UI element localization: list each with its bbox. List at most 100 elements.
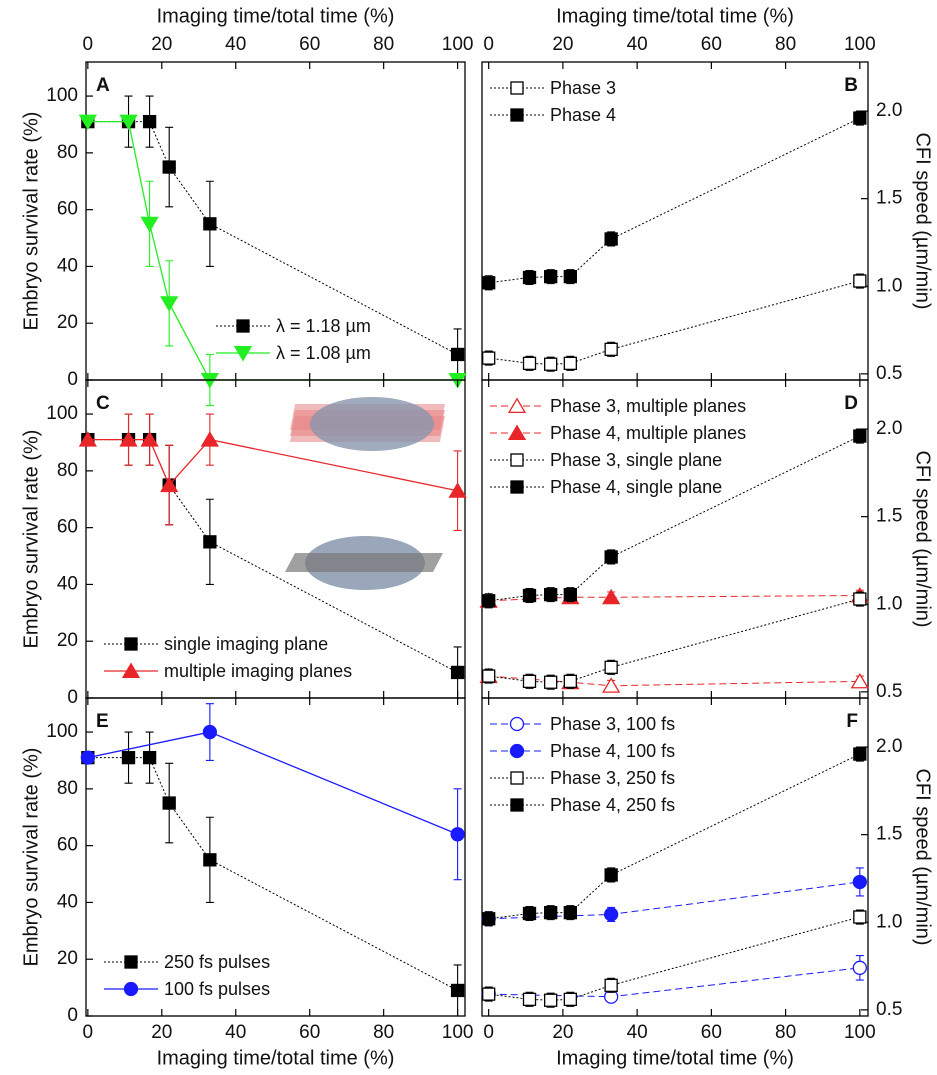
y-tick-label: 0.5 [876, 681, 902, 702]
series [484, 273, 864, 372]
y-tick-label: 40 [57, 573, 78, 594]
y-tick-label: 2.0 [876, 100, 902, 121]
marker [852, 960, 867, 975]
series [484, 591, 864, 690]
legend-marker [124, 637, 138, 651]
y-tick-label: 100 [46, 403, 78, 424]
y-tick-label: 0.5 [876, 363, 902, 384]
marker [602, 677, 621, 693]
x-axis-label: Imaging time/total time (%) [556, 5, 794, 27]
series [484, 867, 864, 927]
marker [563, 905, 577, 920]
marker [482, 594, 496, 608]
marker [80, 750, 95, 765]
legend-marker [124, 955, 138, 969]
legend-label: Phase 3, multiple planes [550, 396, 746, 416]
marker [142, 750, 157, 765]
series-line [488, 675, 860, 687]
x-tick-label: 40 [627, 34, 648, 55]
x-tick-label: 80 [775, 1022, 796, 1043]
series [484, 909, 864, 1008]
marker [563, 269, 577, 284]
series [484, 670, 864, 692]
series-line [488, 753, 861, 920]
marker [544, 675, 558, 689]
legend-marker [509, 716, 525, 732]
series-line [488, 435, 861, 602]
x-tick-label: 60 [299, 1022, 320, 1043]
y-axis-label: CFI speed (µm/min) [912, 768, 934, 945]
legend-marker [123, 981, 139, 997]
series-line [488, 595, 860, 602]
x-tick-label: 20 [552, 34, 573, 55]
series [83, 413, 462, 532]
series-line [87, 731, 458, 835]
y-tick-label: 1.0 [876, 593, 902, 614]
marker [604, 550, 618, 564]
x-axis-label: Imaging time/total time (%) [556, 1047, 794, 1069]
x-tick-label: 100 [844, 1022, 876, 1043]
y-tick-label: 20 [57, 630, 78, 651]
y-tick-label: 100 [46, 721, 78, 742]
y-tick-label: 1.5 [876, 824, 902, 845]
panel-letter: F [846, 711, 858, 732]
legend-label: Phase 4 [550, 105, 616, 125]
marker [482, 351, 496, 365]
marker [450, 665, 465, 680]
legend-label: 100 fs pulses [164, 979, 270, 999]
series [484, 110, 864, 291]
marker [853, 910, 867, 924]
panel-frame [481, 61, 869, 381]
marker [850, 672, 869, 689]
x-tick-label: 60 [701, 1022, 722, 1043]
marker [450, 347, 465, 362]
legend-label: Phase 4, multiple planes [550, 423, 746, 443]
marker [482, 912, 496, 926]
marker [853, 111, 867, 125]
series-line [87, 121, 458, 355]
panel-letter: E [96, 711, 109, 732]
y-axis-label: CFI speed (µm/min) [912, 450, 934, 627]
y-tick-label: 0.5 [876, 999, 902, 1020]
series [83, 95, 462, 381]
x-tick-label: 20 [151, 34, 172, 55]
x-tick-label: 40 [225, 1022, 246, 1043]
marker [604, 868, 618, 882]
legend-label: Phase 3 [550, 78, 616, 98]
marker [140, 431, 159, 447]
y-axis-label: CFI speed (µm/min) [912, 132, 934, 309]
x-tick-label: 40 [627, 1022, 648, 1043]
x-tick-label: 0 [83, 1022, 94, 1043]
marker [140, 216, 159, 233]
series-line [488, 117, 861, 284]
marker [203, 853, 217, 867]
marker [522, 906, 537, 921]
series-line [87, 120, 458, 381]
series [83, 703, 462, 881]
series-line [488, 280, 860, 365]
marker [203, 535, 217, 549]
x-tick-label: 100 [844, 34, 876, 55]
marker [602, 588, 621, 605]
y-tick-label: 2.0 [876, 736, 902, 757]
marker [162, 796, 176, 810]
marker [142, 114, 157, 129]
legend-marker [510, 798, 524, 812]
x-tick-label: 80 [775, 34, 796, 55]
x-tick-label: 20 [552, 1022, 573, 1043]
marker [563, 674, 577, 689]
marker [203, 217, 217, 231]
marker [78, 114, 97, 131]
series-line [488, 967, 860, 998]
panel-frame [481, 697, 869, 1017]
y-tick-label: 60 [57, 835, 78, 856]
marker [853, 592, 867, 606]
marker [604, 907, 619, 922]
x-tick-label: 0 [83, 34, 94, 55]
panel-frame [85, 697, 466, 1017]
marker [450, 983, 465, 998]
marker [853, 429, 867, 443]
marker [563, 992, 577, 1007]
marker [119, 114, 138, 131]
series-line [87, 757, 458, 991]
